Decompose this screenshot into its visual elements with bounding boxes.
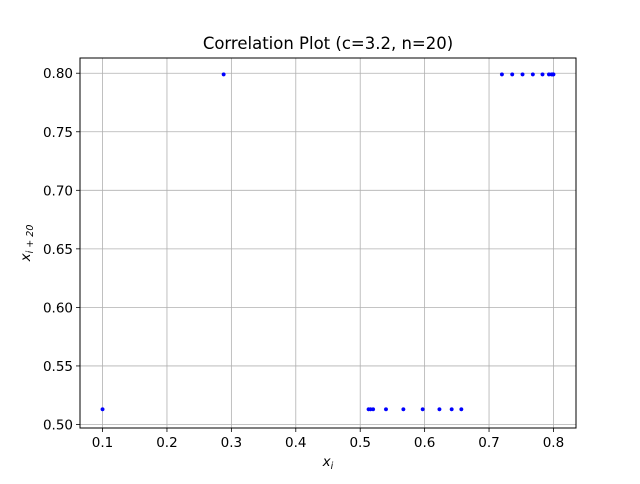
chart-title: Correlation Plot (c=3.2, n=20) <box>203 34 453 53</box>
plot-area-frame <box>79 57 577 429</box>
scatter-point <box>551 72 556 77</box>
scatter-point <box>371 407 376 412</box>
scatter-point <box>530 72 535 77</box>
scatter-point <box>499 72 504 77</box>
scatter-point <box>449 407 454 412</box>
scatter-point <box>510 72 515 77</box>
scatter-point <box>459 407 464 412</box>
x-tick-label: 0.5 <box>349 435 370 451</box>
scatter-point <box>520 72 525 77</box>
y-tick-label: 0.80 <box>43 66 73 82</box>
x-axis-label-subscript: i <box>331 461 334 472</box>
scatter-point <box>383 407 388 412</box>
y-axis-label-main: x <box>18 252 34 262</box>
y-tick-label: 0.55 <box>43 359 73 375</box>
y-tick-label: 0.70 <box>43 183 73 199</box>
y-axis-label-subscript: i + 20 <box>25 225 36 254</box>
x-axis-label: xi <box>322 454 334 472</box>
y-tick-label: 0.65 <box>43 242 73 258</box>
scatter-point <box>401 407 406 412</box>
x-axis-ticks: 0.1 0.2 0.3 0.4 0.5 0.6 0.7 0.8 <box>92 428 564 451</box>
x-tick-label: 0.6 <box>414 435 435 451</box>
x-tick-label: 0.8 <box>543 435 564 451</box>
scatter-point <box>221 72 226 77</box>
y-tick-label: 0.50 <box>43 417 73 433</box>
scatter-point <box>420 407 425 412</box>
grid-lines <box>80 58 576 428</box>
y-tick-label: 0.75 <box>43 125 73 141</box>
x-tick-label: 0.7 <box>478 435 499 451</box>
x-tick-label: 0.3 <box>221 435 242 451</box>
y-tick-label: 0.60 <box>43 300 73 316</box>
data-points <box>100 72 556 412</box>
scatter-point <box>100 407 105 412</box>
y-axis-ticks: 0.50 0.55 0.60 0.65 0.70 0.75 0.80 <box>43 66 80 433</box>
x-tick-label: 0.4 <box>285 435 306 451</box>
x-tick-label: 0.1 <box>92 435 113 451</box>
y-axis-label: xi + 20 <box>18 225 36 263</box>
x-tick-label: 0.2 <box>156 435 177 451</box>
scatter-point <box>437 407 442 412</box>
x-axis-label-main: x <box>322 454 332 470</box>
scatter-point <box>540 72 545 77</box>
